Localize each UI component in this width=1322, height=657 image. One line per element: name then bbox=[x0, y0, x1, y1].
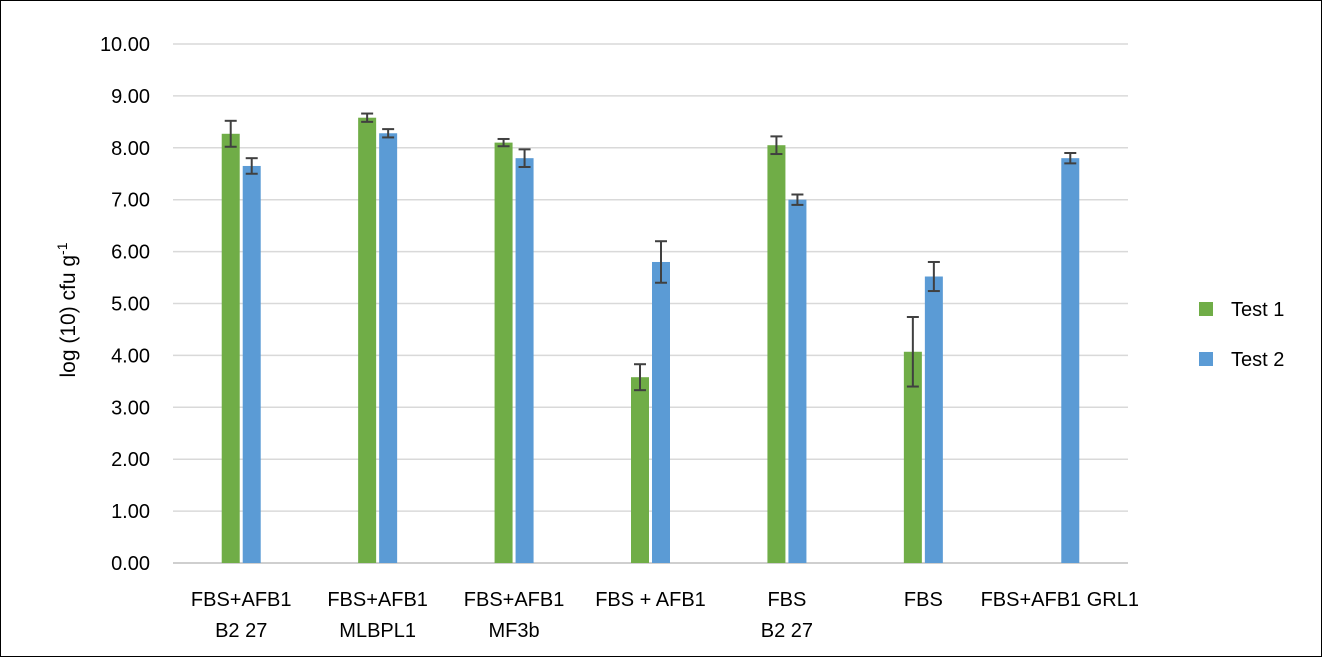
y-tick-label: 6.00 bbox=[111, 242, 150, 264]
bar-test-1 bbox=[494, 142, 513, 564]
bar-test-2 bbox=[515, 158, 534, 563]
y-axis-ticks: 0.00 1.00 2.00 3.00 4.00 5.00 6.00 7.00 8.00 9.00… bbox=[100, 34, 150, 575]
bar-test-2 bbox=[1061, 158, 1080, 563]
x-category-label: FBS+AFB1 GRL1 bbox=[981, 589, 1139, 611]
bar-test-1 bbox=[631, 377, 649, 563]
bar-test-2 bbox=[652, 261, 670, 563]
y-tick-label: 4.00 bbox=[111, 345, 150, 367]
x-category-label: FBS+AFB1 bbox=[327, 589, 428, 611]
x-category-label: FBS+AFB1 bbox=[191, 589, 292, 611]
bar-test-1 bbox=[767, 145, 786, 563]
bar-test-2 bbox=[379, 133, 398, 563]
bar-test-1 bbox=[221, 133, 240, 564]
x-category-label: FBS bbox=[767, 589, 806, 611]
bar-test-2 bbox=[788, 199, 807, 563]
x-category-label: FBS+AFB1 bbox=[464, 589, 565, 611]
y-tick-label: 3.00 bbox=[111, 397, 150, 419]
y-tick-label: 2.00 bbox=[111, 449, 150, 471]
y-tick-label: 8.00 bbox=[111, 138, 150, 160]
error-bar bbox=[361, 112, 374, 123]
bar-test-2 bbox=[924, 276, 943, 563]
error-bar bbox=[224, 119, 237, 148]
x-category-label: B2 27 bbox=[215, 620, 267, 642]
x-category-label: MF3b bbox=[489, 620, 540, 642]
legend-swatch bbox=[1199, 302, 1213, 316]
error-bar bbox=[245, 157, 258, 175]
x-category-label: FBS + AFB1 bbox=[595, 589, 706, 611]
y-axis-label: log (10) cfu g-1 bbox=[54, 242, 80, 377]
error-bar bbox=[770, 135, 783, 156]
error-bar bbox=[1064, 151, 1077, 165]
x-category-label: B2 27 bbox=[761, 620, 813, 642]
legend-swatch bbox=[1199, 352, 1213, 366]
x-category-label: FBS bbox=[904, 589, 943, 611]
legend-label: Test 1 bbox=[1231, 299, 1284, 321]
x-category-label: MLBPL1 bbox=[339, 620, 416, 642]
error-bar bbox=[634, 363, 646, 392]
y-tick-label: 5.00 bbox=[111, 294, 150, 316]
bar-test-1 bbox=[903, 351, 922, 563]
y-tick-label: 0.00 bbox=[111, 553, 150, 575]
error-bar bbox=[655, 240, 667, 284]
y-tick-label: 10.00 bbox=[100, 34, 150, 56]
y-axis-label-superscript: -1 bbox=[54, 242, 70, 255]
gridlines bbox=[173, 43, 1128, 564]
bar-test-1 bbox=[358, 117, 377, 563]
error-bar bbox=[382, 128, 395, 139]
y-tick-label: 7.00 bbox=[111, 190, 150, 212]
error-bar bbox=[791, 193, 804, 206]
y-tick-label: 9.00 bbox=[111, 86, 150, 108]
legend-label: Test 2 bbox=[1231, 349, 1284, 371]
x-axis-categories: FBS+AFB1 B2 27 FBS+AFB1 MLBPL1 FBS+AFB1 MF3b F… bbox=[191, 589, 1139, 642]
error-bar bbox=[906, 315, 919, 388]
error-bar bbox=[927, 260, 940, 293]
error-bar bbox=[518, 148, 531, 169]
legend: Test 1 Test 2 bbox=[1199, 299, 1284, 371]
bars bbox=[221, 117, 1080, 564]
error-bar bbox=[497, 137, 510, 148]
bar-test-2 bbox=[242, 165, 261, 563]
y-tick-label: 1.00 bbox=[111, 501, 150, 523]
error-bars bbox=[224, 112, 1077, 392]
